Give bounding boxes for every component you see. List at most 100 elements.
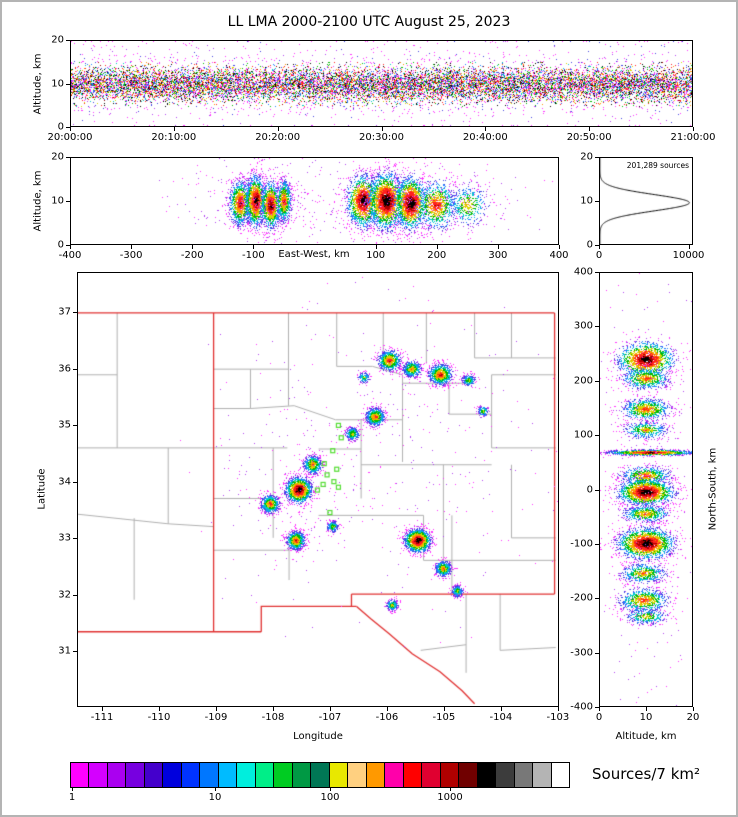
figure-title: LL LMA 2000-2100 UTC August 25, 2023 (227, 14, 511, 30)
tick-mark (386, 707, 388, 711)
tick-label: -400 (58, 250, 82, 261)
map-canvas (78, 273, 558, 706)
tick-mark (70, 127, 71, 131)
tick-label: -400 (570, 701, 593, 713)
colorbar-tick-label: 1000 (437, 792, 463, 803)
tick-label: 20:00:00 (47, 132, 93, 143)
colorbar-cell (533, 763, 552, 787)
tick-label: 32 (58, 589, 71, 601)
tick-mark (73, 594, 77, 596)
tick-label: -106 (375, 712, 399, 723)
tick-label: -104 (489, 712, 513, 723)
tick-mark (73, 368, 77, 370)
tick-label: -110 (147, 712, 171, 723)
colorbar-cell (403, 763, 423, 787)
tick-label: 10 (51, 78, 64, 89)
tick-mark (66, 83, 70, 85)
tick-mark (595, 245, 599, 246)
tick-mark (485, 127, 487, 131)
tick-mark (599, 707, 600, 711)
tick-label: 10 (580, 195, 593, 207)
tick-label: 0 (595, 712, 603, 723)
colorbar-cell (385, 763, 404, 787)
tick-label: 20 (51, 34, 64, 46)
colorbar-cell (459, 763, 478, 787)
tick-label: 0 (595, 250, 603, 261)
tick-label: 0 (586, 484, 593, 495)
tick-mark (66, 201, 70, 202)
tick-mark (646, 707, 647, 711)
tick-label: -300 (119, 250, 143, 261)
tick-mark (595, 380, 599, 382)
ew-xlabel: East-West, km (278, 249, 350, 260)
tick-label: 20:30:00 (359, 132, 404, 143)
tick-mark (381, 127, 383, 131)
colorbar-cell (329, 763, 349, 787)
tick-mark (557, 707, 559, 711)
altitude-histogram-panel (599, 157, 693, 245)
tick-label: 34 (58, 476, 71, 488)
tick-label: 33 (58, 532, 71, 544)
tick-label: 400 (573, 266, 593, 278)
tick-label: -105 (432, 712, 456, 723)
tick-label: 20:50:00 (566, 132, 612, 143)
tick-label: -300 (570, 647, 593, 659)
colorbar-cell (274, 763, 293, 787)
tick-mark (192, 245, 194, 249)
tick-label: 10 (51, 195, 64, 207)
tick-label: 20:20:00 (255, 132, 301, 143)
colorbar-tick-mark (330, 788, 331, 791)
colorbar-cell (551, 763, 570, 787)
ew-height-panel (70, 157, 559, 245)
tick-label: 400 (549, 250, 569, 261)
tick-label: 36 (58, 363, 71, 375)
tick-label: 0 (586, 239, 593, 251)
tick-label: 100 (366, 250, 386, 261)
ns-ylabel: North-South, km (707, 447, 719, 531)
tick-label: 31 (58, 645, 71, 657)
tick-mark (595, 598, 599, 600)
tick-label: 0 (57, 121, 64, 133)
tick-label: 0 (57, 239, 64, 251)
tick-label: -200 (180, 250, 204, 261)
tick-mark (595, 272, 599, 273)
colorbar-cell (292, 763, 312, 787)
map-xlabel: Longitude (293, 731, 343, 742)
tick-mark (159, 707, 161, 711)
colorbar-cell (200, 763, 219, 787)
tick-label: 200 (427, 250, 447, 261)
tick-label: 200 (573, 375, 593, 387)
tick-label: -200 (570, 592, 593, 604)
tick-mark (73, 312, 77, 314)
tick-label: 10000 (672, 250, 705, 261)
tick-label: -103 (546, 712, 570, 723)
colorbar (70, 762, 570, 788)
tick-label: -100 (570, 538, 593, 550)
colorbar-cell (440, 763, 460, 787)
altitude-histogram-canvas (600, 158, 692, 244)
tick-mark (70, 245, 71, 249)
ns-height-panel (599, 272, 693, 707)
tick-mark (173, 127, 175, 131)
tick-label: 100 (573, 429, 593, 441)
map-ylabel: Latitude (36, 468, 48, 510)
tick-mark (102, 707, 104, 711)
tick-mark (559, 245, 560, 249)
tick-mark (73, 425, 77, 427)
ew-height-canvas (71, 158, 558, 244)
colorbar-cell (181, 763, 201, 787)
tick-mark (595, 157, 599, 158)
tick-label: -111 (90, 712, 114, 723)
tick-mark (688, 245, 690, 249)
tick-mark (272, 707, 274, 711)
tick-label: -109 (204, 712, 228, 723)
tick-mark (131, 245, 133, 249)
tick-label: 20:10:00 (151, 132, 197, 143)
colorbar-cell (126, 763, 145, 787)
colorbar-cell (144, 763, 164, 787)
tick-mark (66, 40, 70, 41)
tick-mark (277, 127, 279, 131)
tick-mark (595, 326, 599, 328)
colorbar-cell (163, 763, 182, 787)
tick-mark (595, 489, 599, 491)
